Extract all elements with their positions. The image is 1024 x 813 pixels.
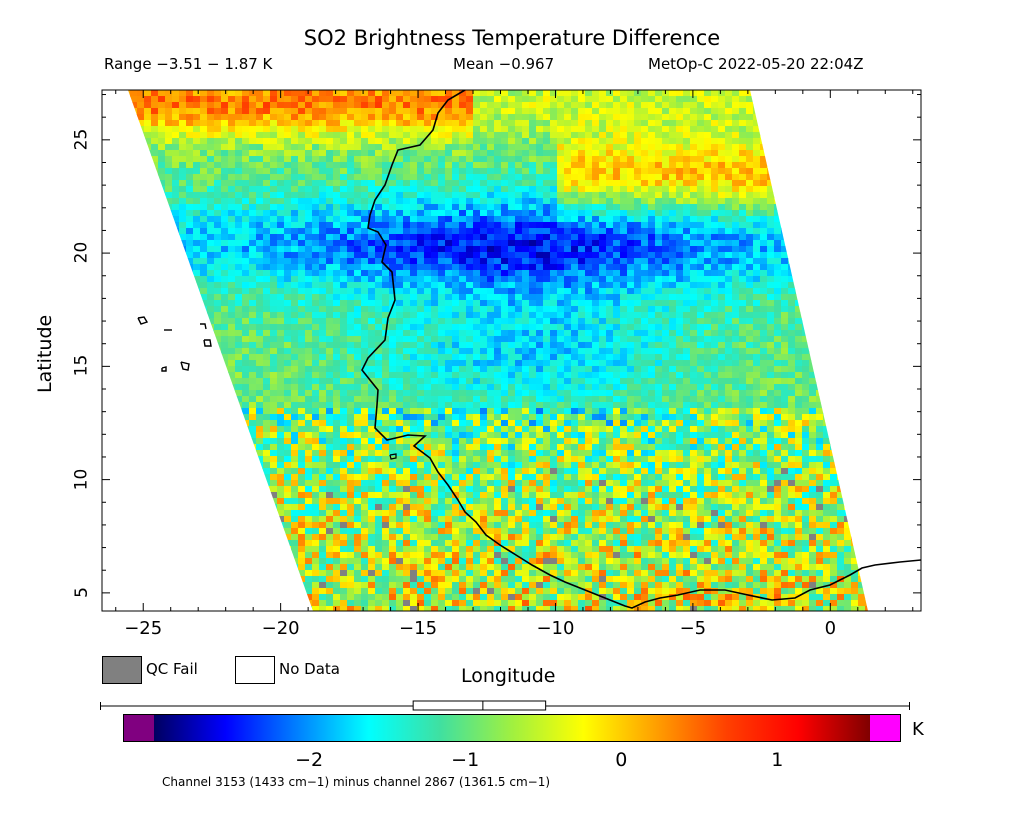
x-tick-label: −20 — [261, 618, 300, 639]
colorbar-unit: K — [912, 719, 924, 740]
chart-title: SO2 Brightness Temperature Difference — [303, 26, 721, 50]
swath-pixels — [128, 90, 868, 611]
mean-label: Mean −0.967 — [453, 55, 555, 73]
plot-frame — [101, 89, 922, 612]
colorbar-tick-label: 1 — [771, 749, 784, 771]
x-tick-label: −25 — [124, 618, 163, 639]
qc-fail-swatch — [102, 656, 142, 684]
mean-boxplot — [100, 700, 910, 711]
channel-footnote: Channel 3153 (1433 cm−1) minus channel 2… — [162, 775, 551, 789]
range-label: Range −3.51 − 1.87 K — [104, 55, 273, 73]
x-tick-label: −15 — [399, 618, 438, 639]
y-tick-label: 25 — [71, 128, 92, 151]
colorbar-tick-label: −1 — [451, 749, 480, 771]
colorbar-tick-label: −2 — [295, 749, 324, 771]
y-axis-title: Latitude — [34, 314, 56, 393]
colorbar-over-swatch — [870, 715, 900, 741]
qc-fail-label: QC Fail — [146, 660, 198, 678]
satellite-time-label: MetOp-C 2022-05-20 22:04Z — [648, 55, 864, 73]
coastline-africa — [361, 90, 921, 609]
colorbar — [123, 714, 901, 742]
coastline-islands — [137, 316, 149, 325]
x-axis-title: Longitude — [461, 665, 556, 687]
y-tick-label: 15 — [71, 355, 92, 377]
y-tick-label: 5 — [71, 586, 92, 598]
no-data-swatch — [235, 656, 275, 684]
x-tick-label: −10 — [536, 618, 575, 639]
x-tick-label: −5 — [679, 618, 707, 639]
x-tick-label: 0 — [824, 618, 837, 639]
y-tick-label: 10 — [71, 468, 92, 490]
colorbar-gradient — [154, 715, 870, 741]
y-tick-label: 20 — [71, 241, 92, 264]
colorbar-tick-label: 0 — [615, 749, 628, 771]
axis-ticks — [102, 90, 921, 611]
colorbar-under-swatch — [124, 715, 154, 741]
boxplot-box — [412, 700, 547, 711]
no-data-label: No Data — [279, 660, 340, 678]
